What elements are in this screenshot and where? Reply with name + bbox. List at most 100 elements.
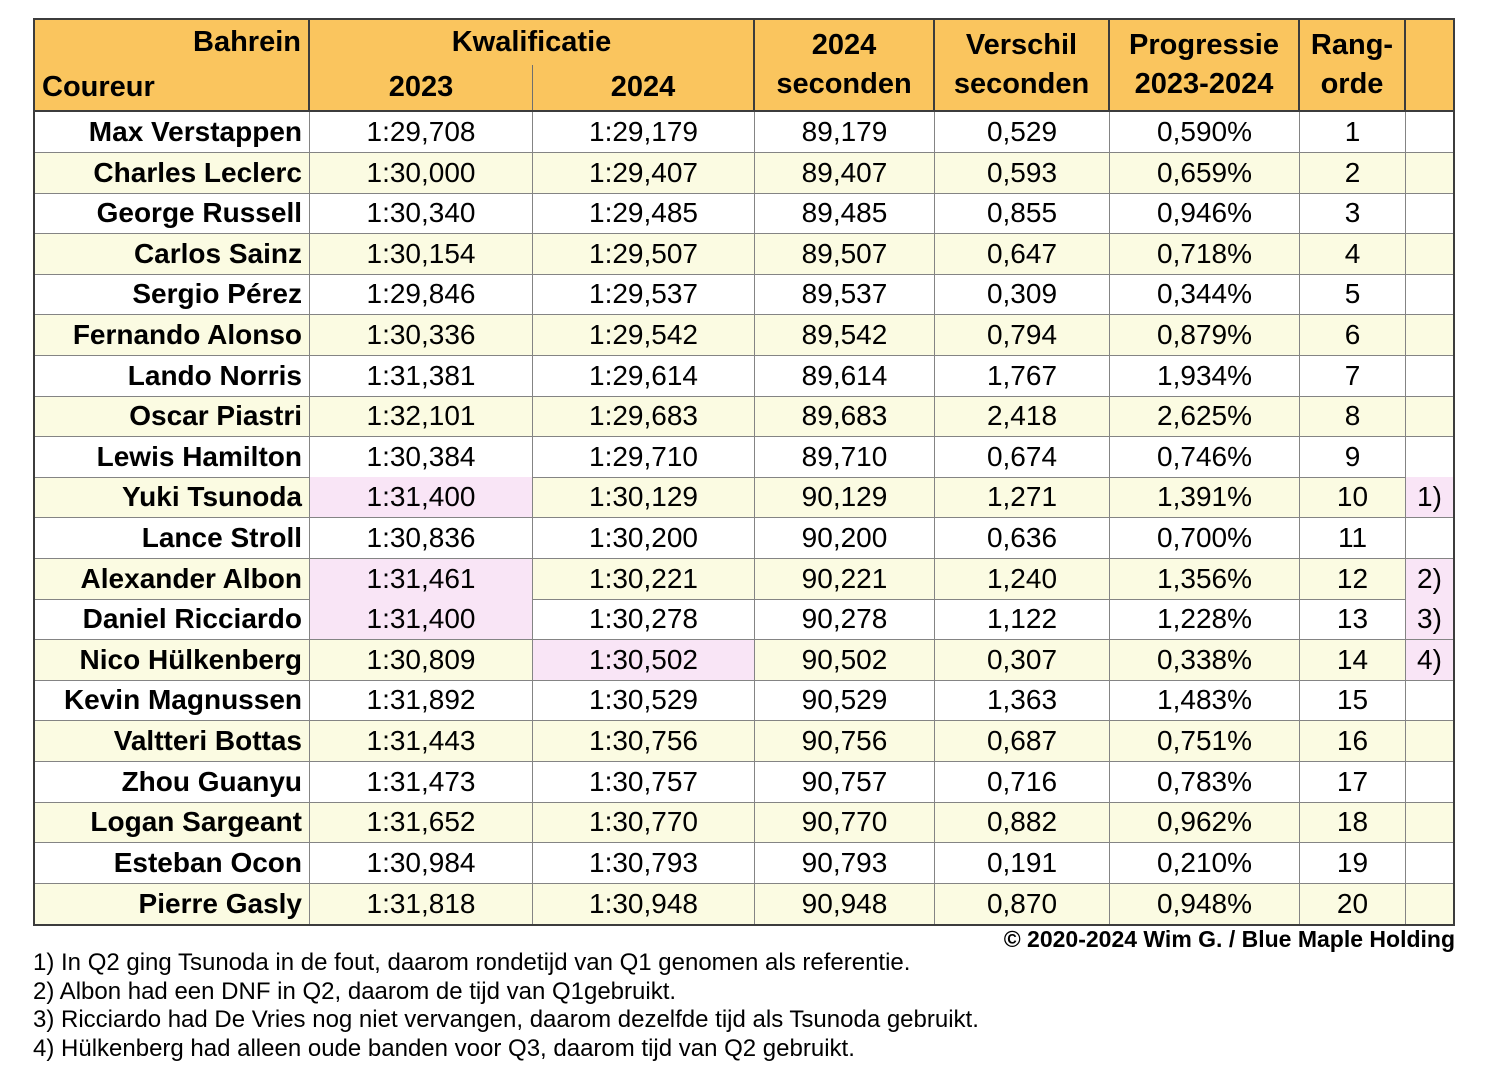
rangorde: 1 (1300, 112, 1406, 153)
rangorde: 18 (1300, 802, 1406, 844)
footnote-2: 2) Albon had een DNF in Q2, daarom de ti… (33, 977, 677, 1005)
verschil-seconden: 0,307 (935, 639, 1110, 681)
time-2023: 1:30,340 (310, 193, 533, 235)
driver-name: Carlos Sainz (35, 233, 310, 275)
time-2023: 1:31,461 (310, 558, 533, 600)
time-2024: 1:30,221 (533, 558, 755, 600)
progressie: 1,483% (1110, 680, 1300, 722)
note-ref (1406, 762, 1453, 803)
header-seconden-2024-line2: seconden (776, 68, 912, 100)
time-2023: 1:32,101 (310, 396, 533, 438)
progressie: 0,590% (1110, 112, 1300, 153)
footnote-3: 3) Ricciardo had De Vries nog niet verva… (33, 1006, 979, 1033)
progressie: 0,751% (1110, 720, 1300, 762)
progressie: 0,344% (1110, 274, 1300, 316)
verschil-seconden: 1,767 (935, 355, 1110, 397)
verschil-seconden: 1,240 (935, 558, 1110, 600)
copyright-text: © 2020-2024 Wim G. / Blue Maple Holding (1003, 926, 1455, 952)
time-2024: 1:29,537 (533, 274, 755, 316)
time-2023: 1:30,836 (310, 517, 533, 559)
note-ref (1406, 721, 1453, 762)
table-row: Yuki Tsunoda 1:31,400 1:30,129 90,129 1,271 1… (35, 477, 1453, 519)
table-row: George Russell 1:30,340 1:29,485 89,485 0,85… (35, 193, 1453, 235)
time-2023: 1:31,892 (310, 680, 533, 722)
note-ref (1406, 518, 1453, 559)
verschil-seconden: 0,794 (935, 314, 1110, 356)
time-2024: 1:30,129 (533, 477, 755, 519)
driver-name: Pierre Gasly (35, 883, 310, 924)
time-2023: 1:31,400 (310, 477, 533, 519)
table-row: Oscar Piastri 1:32,101 1:29,683 89,683 2,418… (35, 396, 1453, 438)
verschil-seconden: 0,593 (935, 152, 1110, 194)
rangorde: 12 (1300, 558, 1406, 600)
seconds-2024: 90,948 (755, 883, 935, 924)
verschil-seconden: 0,647 (935, 233, 1110, 275)
rangorde: 4 (1300, 233, 1406, 275)
time-2024: 1:29,710 (533, 436, 755, 478)
header-seconden-2024: 2024 seconden (755, 20, 935, 110)
time-2023: 1:31,443 (310, 720, 533, 762)
seconds-2024: 89,179 (755, 112, 935, 153)
driver-name: Lando Norris (35, 355, 310, 397)
verschil-seconden: 0,674 (935, 436, 1110, 478)
verschil-seconden: 0,529 (935, 112, 1110, 153)
seconds-2024: 90,770 (755, 802, 935, 844)
progressie: 0,962% (1110, 802, 1300, 844)
time-2024: 1:29,407 (533, 152, 755, 194)
time-2024: 1:30,502 (533, 639, 755, 681)
driver-name: Kevin Magnussen (35, 680, 310, 722)
table-row: Esteban Ocon 1:30,984 1:30,793 90,793 0,191 0… (35, 842, 1453, 884)
table-row: Charles Leclerc 1:30,000 1:29,407 89,407 0,5… (35, 152, 1453, 194)
table-row: Lando Norris 1:31,381 1:29,614 89,614 1,767 1… (35, 355, 1453, 397)
driver-name: Zhou Guanyu (35, 761, 310, 803)
time-2024: 1:30,770 (533, 802, 755, 844)
verschil-seconden: 1,271 (935, 477, 1110, 519)
driver-name: Sergio Pérez (35, 274, 310, 316)
driver-name: Oscar Piastri (35, 396, 310, 438)
header-verschil-line1: Verschil (965, 29, 1078, 61)
progressie: 0,879% (1110, 314, 1300, 356)
driver-name: Logan Sargeant (35, 802, 310, 844)
seconds-2024: 90,757 (755, 761, 935, 803)
rangorde: 11 (1300, 517, 1406, 559)
time-2023: 1:31,473 (310, 761, 533, 803)
table-row: Daniel Ricciardo 1:31,400 1:30,278 90,278 1,… (35, 599, 1453, 641)
header-coureur: Coureur (42, 71, 155, 103)
note-ref (1406, 234, 1453, 275)
note-ref (1406, 153, 1453, 194)
qualification-table: Bahrein Coureur Kwalificatie 2023 2024 2… (33, 18, 1455, 926)
seconds-2024: 89,710 (755, 436, 935, 478)
time-2024: 1:29,614 (533, 355, 755, 397)
progressie: 2,625% (1110, 396, 1300, 438)
rangorde: 19 (1300, 842, 1406, 884)
time-2024: 1:29,683 (533, 396, 755, 438)
header-rangorde-line1: Rang- (1310, 29, 1394, 61)
verschil-seconden: 0,636 (935, 517, 1110, 559)
rangorde: 17 (1300, 761, 1406, 803)
rangorde: 15 (1300, 680, 1406, 722)
seconds-2024: 89,614 (755, 355, 935, 397)
header-rangorde: Rang- orde (1300, 20, 1406, 110)
progressie: 1,356% (1110, 558, 1300, 600)
header-progressie-line1: Progressie (1129, 29, 1279, 61)
rangorde: 10 (1300, 477, 1406, 519)
header-seconden-2024-line1: 2024 (811, 29, 877, 61)
seconds-2024: 90,278 (755, 599, 935, 641)
footnote-1: 1) In Q2 ging Tsunoda in de fout, daarom… (33, 949, 911, 976)
driver-name: Daniel Ricciardo (35, 599, 310, 641)
driver-name: Valtteri Bottas (35, 720, 310, 762)
note-ref: 4) (1406, 639, 1453, 681)
header-kwalificatie: Kwalificatie (310, 20, 755, 65)
time-2024: 1:29,507 (533, 233, 755, 275)
progressie: 0,746% (1110, 436, 1300, 478)
seconds-2024: 90,529 (755, 680, 935, 722)
note-ref (1406, 396, 1453, 438)
header-rangorde-line2: orde (1320, 68, 1384, 100)
progressie: 0,338% (1110, 639, 1300, 681)
driver-name: Yuki Tsunoda (35, 477, 310, 519)
table-row: Valtteri Bottas 1:31,443 1:30,756 90,756 0,6… (35, 720, 1453, 762)
note-ref (1406, 274, 1453, 316)
table-row: Kevin Magnussen 1:31,892 1:30,529 90,529 1,3… (35, 680, 1453, 722)
time-2023: 1:30,809 (310, 639, 533, 681)
time-2023: 1:29,708 (310, 112, 533, 153)
